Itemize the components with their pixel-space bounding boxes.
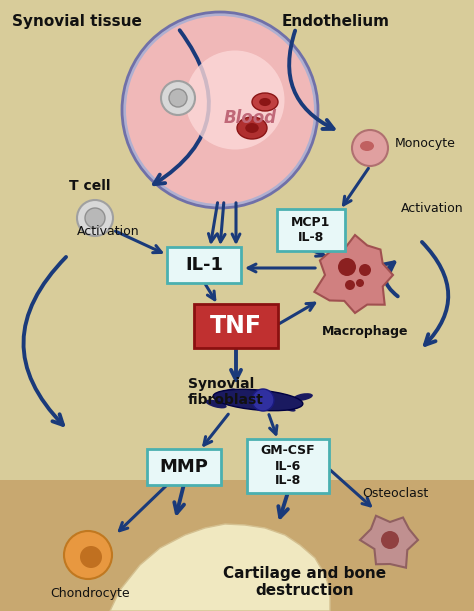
Circle shape xyxy=(338,258,356,276)
Text: Synovial
fibroblast: Synovial fibroblast xyxy=(188,377,264,407)
Circle shape xyxy=(352,130,388,166)
Circle shape xyxy=(356,279,364,287)
Text: GM-CSF
IL-6
IL-8: GM-CSF IL-6 IL-8 xyxy=(261,444,315,488)
Text: Macrophage: Macrophage xyxy=(322,325,408,338)
FancyBboxPatch shape xyxy=(277,209,345,251)
Circle shape xyxy=(185,51,284,150)
FancyBboxPatch shape xyxy=(147,449,221,485)
Ellipse shape xyxy=(281,404,296,412)
Text: Synovial tissue: Synovial tissue xyxy=(12,14,142,29)
Circle shape xyxy=(85,208,105,228)
FancyBboxPatch shape xyxy=(167,247,241,283)
Ellipse shape xyxy=(252,93,278,111)
Circle shape xyxy=(77,200,113,236)
Ellipse shape xyxy=(213,389,303,411)
Circle shape xyxy=(80,546,102,568)
Circle shape xyxy=(122,12,318,208)
Circle shape xyxy=(169,89,187,107)
Polygon shape xyxy=(360,516,418,568)
Ellipse shape xyxy=(220,389,236,395)
Text: T cell: T cell xyxy=(69,179,111,193)
Text: Activation: Activation xyxy=(401,202,463,215)
Ellipse shape xyxy=(245,123,259,133)
Text: MMP: MMP xyxy=(160,458,209,476)
Text: Osteoclast: Osteoclast xyxy=(362,487,428,500)
Ellipse shape xyxy=(237,117,267,139)
Ellipse shape xyxy=(259,98,271,106)
FancyBboxPatch shape xyxy=(194,304,278,348)
Text: Blood: Blood xyxy=(224,109,276,127)
Ellipse shape xyxy=(205,400,227,408)
Text: Activation: Activation xyxy=(77,225,140,238)
Circle shape xyxy=(345,280,355,290)
Circle shape xyxy=(359,264,371,276)
Text: Chondrocyte: Chondrocyte xyxy=(50,587,130,600)
Circle shape xyxy=(252,389,274,411)
Text: IL-1: IL-1 xyxy=(185,256,223,274)
Ellipse shape xyxy=(293,393,313,401)
Ellipse shape xyxy=(360,141,374,151)
Text: Cartilage and bone
destruction: Cartilage and bone destruction xyxy=(223,566,387,598)
Text: Monocyte: Monocyte xyxy=(395,136,456,150)
Text: Endothelium: Endothelium xyxy=(282,14,390,29)
FancyBboxPatch shape xyxy=(247,439,329,493)
Text: TNF: TNF xyxy=(210,314,262,338)
Text: MCP1
IL-8: MCP1 IL-8 xyxy=(292,216,331,244)
Polygon shape xyxy=(314,235,393,313)
Circle shape xyxy=(64,531,112,579)
Bar xyxy=(0,480,474,611)
Circle shape xyxy=(161,81,195,115)
Circle shape xyxy=(126,16,314,204)
Circle shape xyxy=(381,531,399,549)
Polygon shape xyxy=(110,524,330,611)
